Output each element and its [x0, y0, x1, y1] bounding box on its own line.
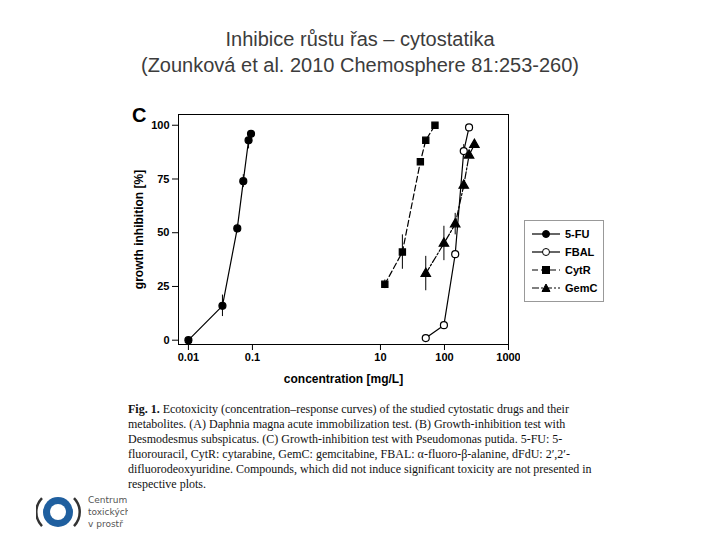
html-text:GemC: GemC [565, 282, 598, 294]
svg-text:100: 100 [435, 351, 453, 363]
svg-text:1000: 1000 [496, 351, 520, 363]
html-text:C: C [132, 104, 147, 126]
html-text:Centrum: Centrum [88, 495, 128, 505]
html-text:5-FU: 5-FU [565, 228, 590, 240]
html-text:v prostř: v prostř [88, 519, 123, 529]
svg-text:0: 0 [163, 334, 169, 346]
html-text:CytR: CytR [565, 264, 591, 276]
svg-text:10: 10 [374, 351, 386, 363]
svg-text:growth inhibition [%]: growth inhibition [%] [132, 170, 146, 289]
html-text:Fig. 1. Ecotoxicity (concentra: Fig. 1. Ecotoxicity (concentration–respo… [128, 402, 592, 491]
svg-text:0.1: 0.1 [245, 351, 260, 363]
svg-text:25: 25 [157, 280, 169, 292]
svg-text:100: 100 [151, 119, 169, 131]
html-text:(Zounková et al. 2010 Chemosph: (Zounková et al. 2010 Chemosphere 81:253… [141, 54, 579, 76]
svg-text:75: 75 [157, 173, 169, 185]
html-text:FBAL: FBAL [565, 246, 595, 258]
svg-text:50: 50 [157, 226, 169, 238]
svg-text:0.01: 0.01 [178, 351, 199, 363]
html-text:Inhibice růstu řas – cytostati: Inhibice růstu řas – cytostatika [225, 28, 495, 50]
svg-text:concentration [mg/L]: concentration [mg/L] [284, 372, 403, 386]
